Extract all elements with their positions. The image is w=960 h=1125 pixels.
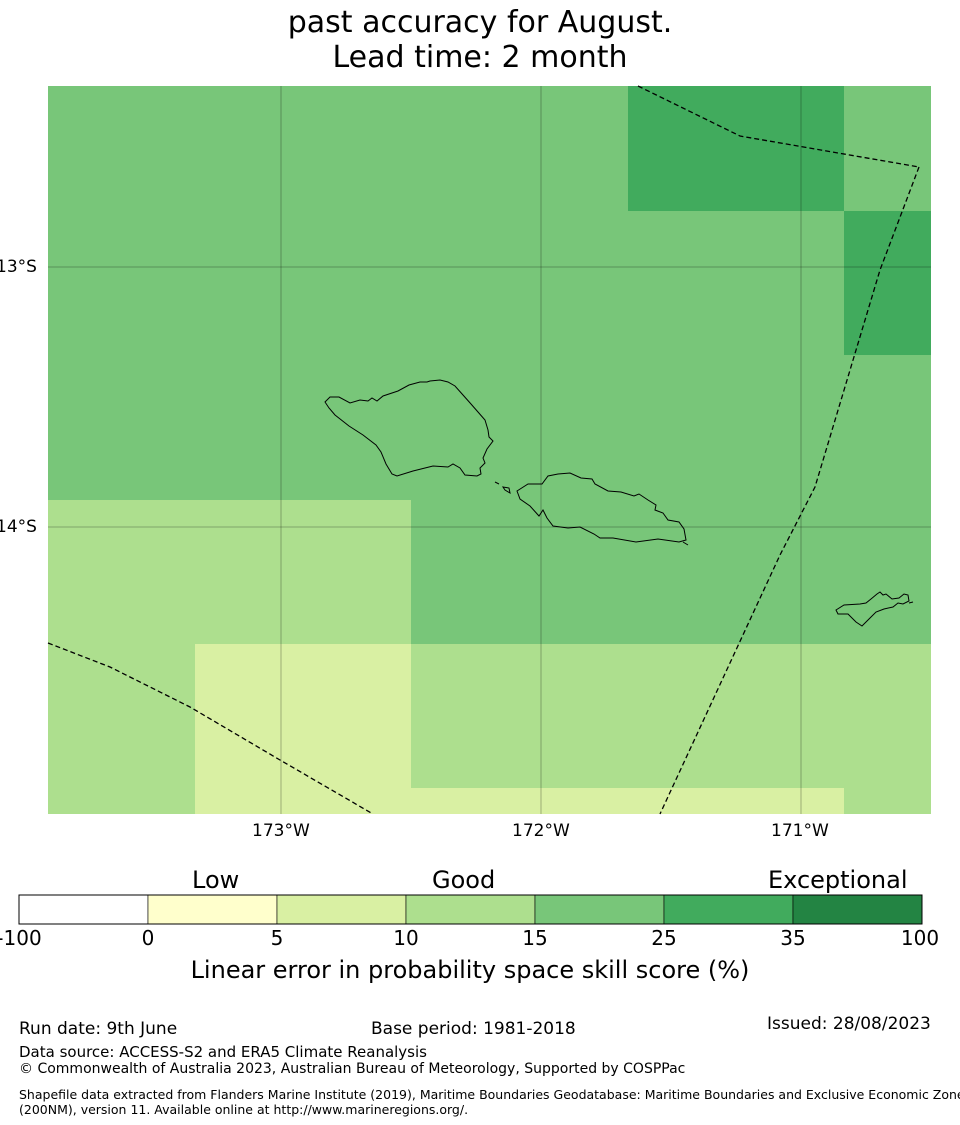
coastlines (324, 379, 914, 627)
colorbar-outline (18, 894, 923, 925)
manono-islet (501, 486, 511, 495)
colorbar-tick: 25 (651, 926, 677, 950)
run-date: Run date: 9th June (19, 1019, 178, 1039)
colorbar (18, 894, 923, 925)
tutuila-island (835, 591, 910, 627)
colorbar-tick: 100 (900, 926, 940, 950)
map-title-line1: past accuracy for August. (287, 5, 673, 40)
eez-boundary-north (637, 85, 920, 168)
skill-cell (628, 86, 844, 211)
colorbar-segment (534, 894, 665, 925)
graticule (48, 86, 931, 814)
colorbar-tick: 35 (780, 926, 806, 950)
skill-cell (195, 644, 411, 814)
colorbar-tick: 0 (141, 926, 155, 950)
upolu-island (516, 472, 687, 543)
colorbar-tick: 10 (393, 926, 419, 950)
skill-cell (844, 211, 931, 355)
category-good: Good (432, 866, 496, 894)
savaii-island (324, 379, 494, 477)
colorbar-segment (405, 894, 536, 925)
colorbar-segment (147, 894, 278, 925)
eez-boundary-east (659, 166, 920, 815)
colorbar-segment (18, 894, 149, 925)
colorbar-segment (276, 894, 407, 925)
colorbar-tick: 5 (270, 926, 284, 950)
skill-grid (48, 86, 931, 814)
eez-boundary-southwest (47, 642, 374, 815)
issued-date: Issued: 28/08/2023 (767, 1014, 931, 1034)
map-title-line2: Lead time: 2 month (332, 40, 628, 75)
colorbar-tick: -100 (0, 926, 42, 950)
base-period: Base period: 1981-2018 (371, 1019, 576, 1039)
lon-label-172w: 172°W (512, 821, 570, 841)
lon-label-171w: 171°W (771, 821, 829, 841)
colorbar-label: Linear error in probability space skill … (190, 956, 750, 984)
skill-cell (411, 644, 931, 814)
colorbar-segment (663, 894, 794, 925)
aunuu-islet (908, 601, 914, 604)
copyright: © Commonwealth of Australia 2023, Austra… (19, 1061, 686, 1077)
skill-cell (411, 788, 844, 814)
apolima-islet (494, 481, 500, 485)
eez-boundaries (47, 85, 920, 815)
category-low: Low (192, 866, 240, 894)
upolu-reef (682, 541, 689, 546)
data-source: Data source: ACCESS-S2 and ERA5 Climate … (19, 1043, 427, 1061)
skill-map (47, 85, 931, 815)
shapefile-credit-line2: (200NM), version 11. Available online at… (19, 1102, 469, 1117)
colorbar-tick: 15 (522, 926, 548, 950)
lon-label-173w: 173°W (252, 821, 310, 841)
colorbar-segment (792, 894, 923, 925)
lat-label-13s: 13°S (0, 257, 37, 277)
lat-label-14s: 14°S (0, 517, 37, 537)
shapefile-credit-line1: Shapefile data extracted from Flanders M… (19, 1087, 960, 1102)
category-exceptional: Exceptional (768, 866, 908, 894)
